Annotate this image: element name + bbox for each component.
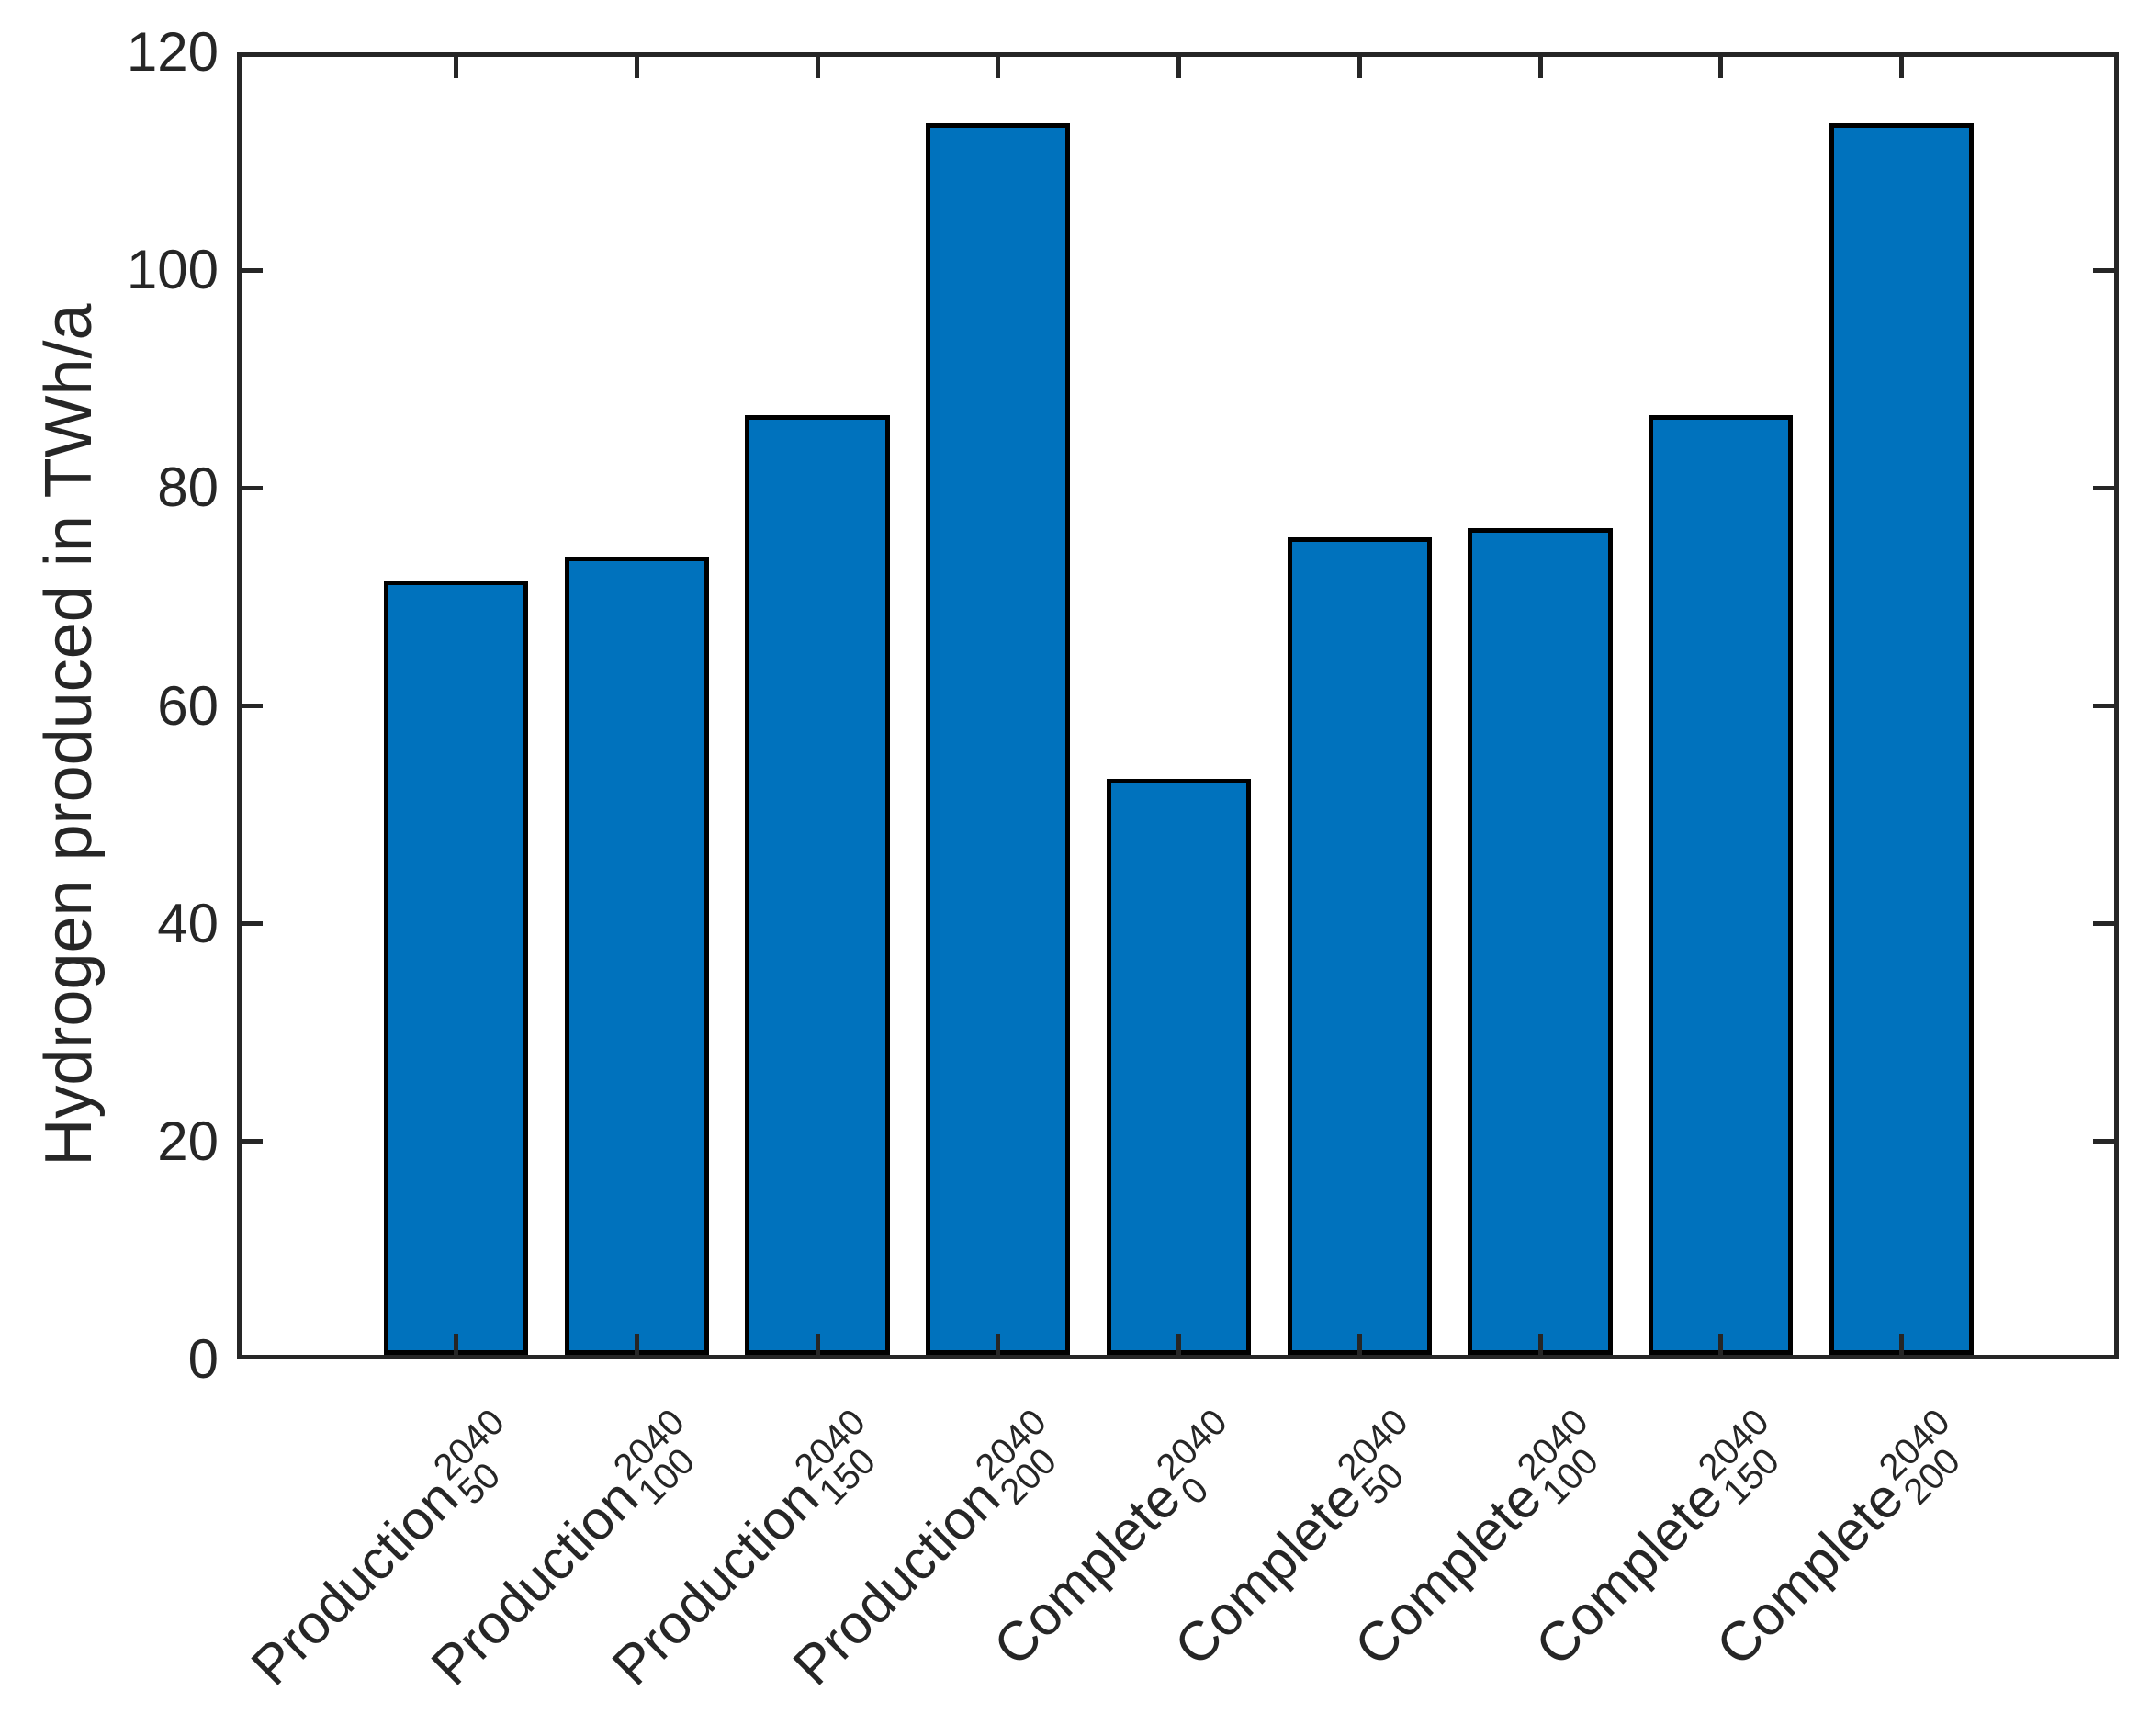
y-tick-right [2093,1139,2114,1144]
plot-area [237,52,2119,1359]
y-tick-right [2093,704,2114,708]
x-tick [815,1334,820,1355]
y-tick-label: 120 [126,21,219,83]
x-tick [454,1334,458,1355]
x-tick-top [634,57,639,78]
bar [926,123,1071,1355]
bar [745,414,890,1355]
y-tick [242,1139,263,1144]
bar [1106,779,1252,1355]
y-tick-label: 40 [157,892,219,954]
bar [383,581,529,1355]
x-tick-top [1537,57,1543,78]
y-tick-label: 100 [126,239,219,301]
x-tick [1537,1334,1543,1355]
y-tick-label: 20 [157,1110,219,1172]
bar [1468,528,1613,1355]
bar [1649,414,1794,1355]
y-tick [242,704,263,708]
x-tick [1718,1334,1724,1355]
y-tick-right [2093,921,2114,927]
bar [1287,536,1432,1355]
bar [1829,123,1975,1355]
y-tick [242,267,263,273]
x-tick-top [815,57,820,78]
x-tick-top [1718,57,1724,78]
y-tick-right [2093,485,2114,490]
y-tick-right [2093,267,2114,273]
x-tick-top [1899,57,1904,78]
x-tick [1176,1334,1181,1355]
y-tick [242,921,263,927]
x-tick-top [454,57,458,78]
x-tick-top [996,57,1001,78]
x-tick [1356,1334,1362,1355]
x-tick [634,1334,639,1355]
x-tick [1899,1334,1904,1355]
y-tick-label: 0 [187,1328,219,1390]
bar [564,557,709,1355]
y-tick [242,485,263,490]
x-tick-top [1176,57,1181,78]
x-tick [996,1334,1001,1355]
x-tick-top [1356,57,1362,78]
y-tick-label: 60 [157,674,219,737]
y-tick-label: 80 [157,457,219,519]
y-axis-label: Hydrogen produced in TWh/a [32,303,106,1167]
